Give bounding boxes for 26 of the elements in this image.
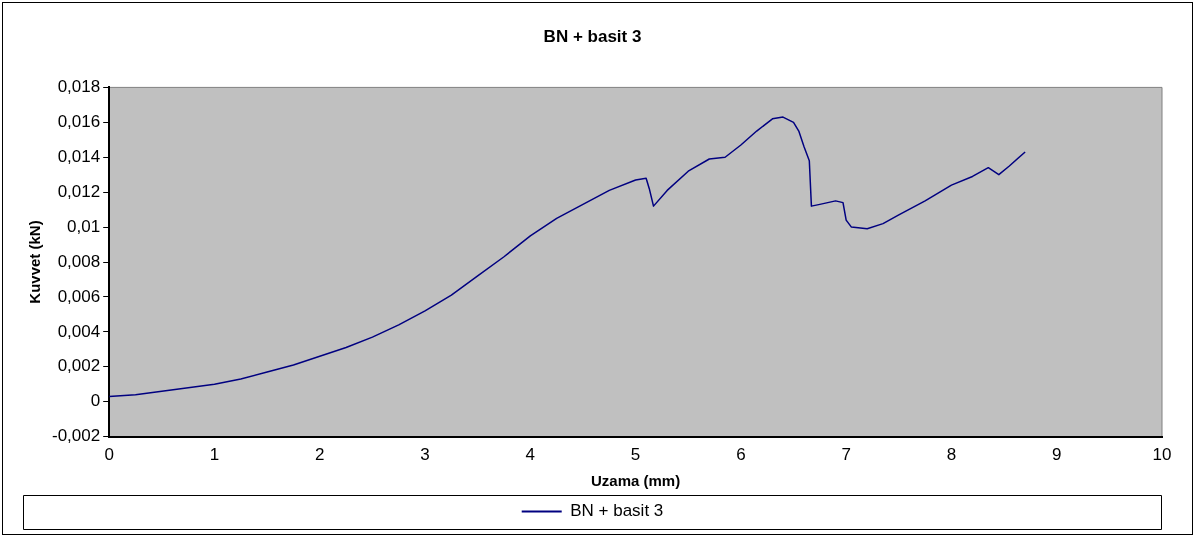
x-tick-label: 6 [736,445,746,465]
y-tick-label: 0 [90,391,101,411]
x-tick-label: 10 [1152,445,1172,465]
y-tick-label: 0,002 [57,356,101,376]
y-tick-label: 0,006 [57,286,101,306]
chart-title: BN + basit 3 [543,26,642,46]
y-tick-label: 0,016 [57,112,101,132]
x-tick-label: 5 [630,445,641,465]
y-tick-label: 0,014 [57,146,101,166]
y-tick-label: -0,002 [52,426,101,446]
y-axis-title: Kuvvet (kN) [26,220,44,304]
x-tick-label: 1 [209,445,220,465]
x-axis-title: Uzama (mm) [591,472,681,490]
x-tick-label: 8 [946,445,957,465]
y-tick-label: 0,008 [57,251,101,271]
x-tick-label: 4 [525,445,536,465]
x-tick-label: 9 [1051,445,1062,465]
x-tick-label: 2 [315,445,325,465]
y-tick-label: 0,004 [57,321,101,341]
x-tick-label: 3 [420,445,430,465]
y-tick-label: 0,012 [57,181,101,201]
x-tick-label: 0 [104,445,114,465]
y-tick-label: 0,018 [57,77,101,97]
x-tick-label: 7 [841,445,851,465]
y-tick-label: 0,01 [67,216,101,236]
legend-label: BN + basit 3 [570,501,664,521]
